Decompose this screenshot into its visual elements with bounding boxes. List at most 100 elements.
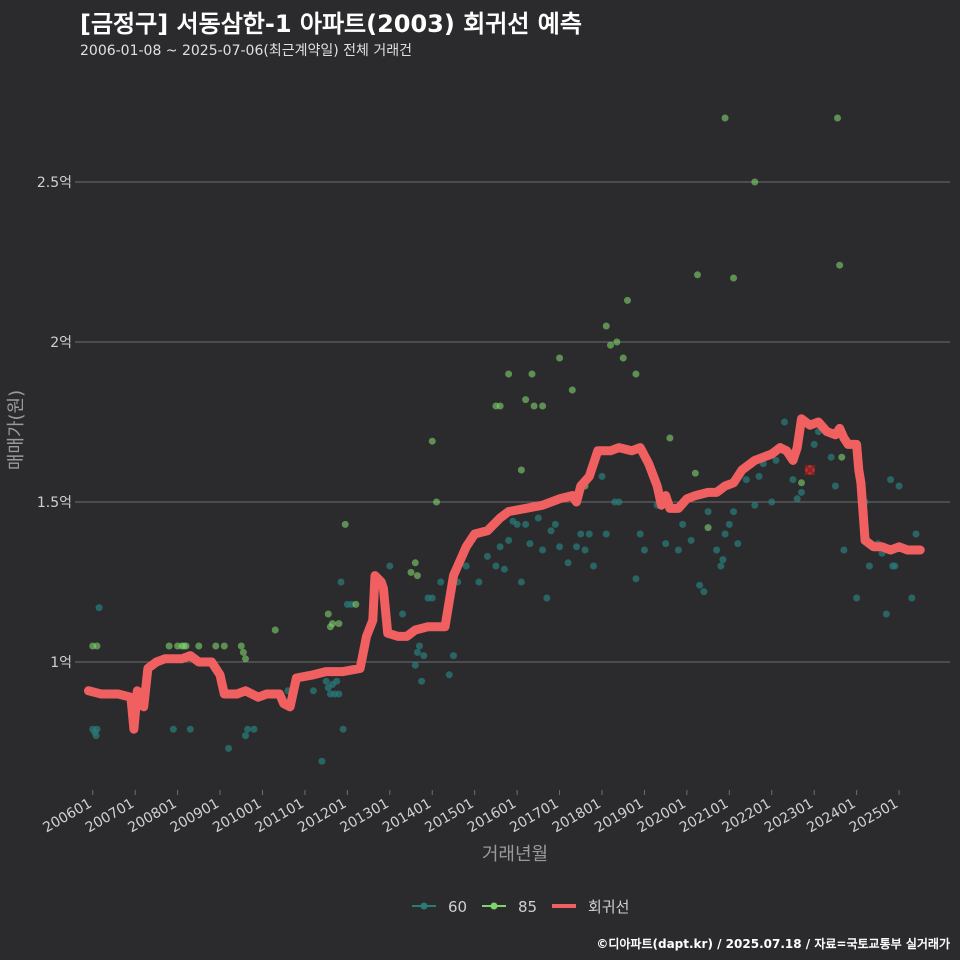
series-85-points bbox=[89, 114, 846, 663]
series-85-point bbox=[556, 354, 564, 362]
series-60-point bbox=[337, 578, 345, 586]
series-60-point bbox=[505, 536, 513, 544]
series-60-point bbox=[92, 732, 100, 740]
series-85-point bbox=[606, 341, 614, 349]
series-60-point bbox=[186, 725, 194, 733]
series-60-point bbox=[810, 440, 818, 448]
series-60-point bbox=[539, 546, 547, 554]
series-60-point bbox=[437, 578, 445, 586]
series-60-point bbox=[662, 540, 670, 548]
series-60-point bbox=[526, 540, 534, 548]
series-85-point bbox=[341, 520, 349, 528]
series-60-point bbox=[428, 594, 436, 602]
chart-subtitle: 2006-01-08 ~ 2025-07-06(최근계약일) 전체 거래건 bbox=[80, 43, 412, 59]
series-60-point bbox=[615, 498, 623, 506]
series-85-point bbox=[242, 655, 250, 663]
series-60-point bbox=[93, 725, 101, 733]
series-85-point bbox=[335, 620, 343, 628]
series-85-point bbox=[505, 370, 513, 378]
series-60-point bbox=[840, 546, 848, 554]
series-60-point bbox=[534, 514, 542, 522]
series-60-point bbox=[636, 530, 644, 538]
series-60-point bbox=[891, 562, 899, 570]
series-60-point bbox=[492, 562, 500, 570]
series-60-point bbox=[551, 520, 559, 528]
series-60-point bbox=[768, 498, 776, 506]
series-60-point bbox=[449, 652, 457, 660]
series-60-point bbox=[462, 562, 470, 570]
series-85-point bbox=[496, 402, 504, 410]
series-85-point bbox=[195, 642, 203, 650]
series-85-point bbox=[237, 642, 245, 650]
series-60-point bbox=[679, 520, 687, 528]
series-85-point bbox=[413, 572, 421, 580]
series-60-point bbox=[225, 744, 233, 752]
series-60-point bbox=[602, 530, 610, 538]
series-60-point bbox=[742, 476, 750, 484]
series-60-point bbox=[522, 520, 530, 528]
legend-label: 회귀선 bbox=[588, 898, 629, 916]
series-60-point bbox=[853, 594, 861, 602]
regression-line bbox=[84, 414, 925, 734]
legend-label: 60 bbox=[448, 898, 467, 916]
series-60-point bbox=[318, 757, 326, 765]
series-60-point bbox=[483, 552, 491, 560]
series-60-point bbox=[887, 476, 895, 484]
series-85-point bbox=[530, 402, 538, 410]
series-60-point bbox=[413, 648, 421, 656]
series-60-point bbox=[882, 610, 890, 618]
latest-point-cross bbox=[804, 464, 816, 476]
series-60-point bbox=[322, 677, 330, 685]
series-60-point bbox=[418, 677, 426, 685]
series-60-point bbox=[585, 530, 593, 538]
series-85-point bbox=[691, 469, 699, 477]
series-60-point bbox=[517, 578, 525, 586]
grid-lines bbox=[80, 181, 950, 663]
series-85-point bbox=[517, 466, 525, 474]
series-60-point bbox=[598, 472, 606, 480]
series-60-point bbox=[556, 543, 564, 551]
series-60-point bbox=[831, 482, 839, 490]
series-60-point bbox=[730, 508, 738, 516]
series-60-point bbox=[475, 578, 483, 586]
series-85-point bbox=[602, 322, 610, 330]
series-60-point bbox=[674, 546, 682, 554]
series-60-point bbox=[333, 677, 341, 685]
series-85-point bbox=[730, 274, 738, 282]
series-85-point bbox=[751, 178, 759, 186]
series-60-point bbox=[250, 725, 258, 733]
series-60-point bbox=[632, 575, 640, 583]
series-85-point bbox=[220, 642, 228, 650]
series-85-point bbox=[522, 396, 530, 404]
series-85-point bbox=[239, 648, 247, 656]
series-85-point bbox=[623, 296, 631, 304]
series-60-point bbox=[500, 565, 508, 573]
y-tick-label: 1억 bbox=[50, 655, 72, 671]
series-85-point bbox=[352, 600, 360, 608]
series-85-point bbox=[93, 642, 101, 650]
series-60-point bbox=[590, 562, 598, 570]
series-60-point bbox=[445, 671, 453, 679]
series-60-point bbox=[797, 488, 805, 496]
series-85-point bbox=[182, 642, 190, 650]
series-60-point bbox=[755, 472, 763, 480]
series-85-point bbox=[836, 261, 844, 269]
series-85-point bbox=[324, 610, 332, 618]
series-60-point bbox=[573, 543, 581, 551]
series-60-point bbox=[895, 482, 903, 490]
series-60-point bbox=[339, 725, 347, 733]
series-85-point bbox=[704, 524, 712, 532]
series-85-point bbox=[428, 437, 436, 445]
series-60-point bbox=[908, 594, 916, 602]
series-60-point bbox=[411, 661, 419, 669]
series-85-point bbox=[432, 498, 440, 506]
series-85-point bbox=[619, 354, 627, 362]
series-85-point bbox=[271, 626, 279, 634]
series-60-point bbox=[912, 530, 920, 538]
series-60-point bbox=[734, 540, 742, 548]
series-60-point bbox=[95, 604, 103, 612]
y-axis-label: 매매가(원) bbox=[6, 390, 27, 470]
series-85-point bbox=[834, 114, 842, 122]
series-60-point bbox=[719, 556, 727, 564]
